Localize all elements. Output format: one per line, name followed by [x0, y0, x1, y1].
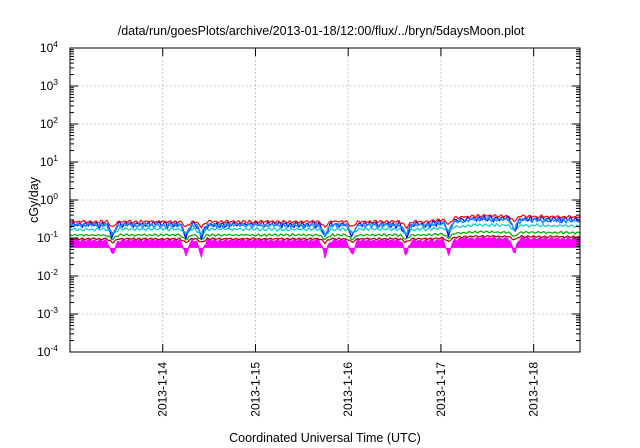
series-line [69, 213, 581, 229]
ticks-layer: 104 103 102 101 100 10-1 10-2 10-3 10-4 2013-1-14… [37, 39, 580, 417]
y-tick-label: 10-1 [37, 229, 58, 245]
x-tick-label: 2013-1-16 [341, 362, 355, 417]
series-line [69, 230, 581, 241]
x-tick-label: 2013-1-18 [527, 362, 541, 417]
x-tick-label: 2013-1-17 [434, 362, 448, 417]
y-axis-label: cGy/day [27, 176, 41, 223]
series-line [69, 234, 581, 245]
x-tick-label: 2013-1-14 [156, 362, 170, 417]
series-line [69, 216, 581, 237]
x-axis-label: Coordinated Universal Time (UTC) [229, 431, 421, 445]
y-tick-label: 10-3 [37, 305, 58, 321]
grid-layer [70, 48, 580, 352]
y-tick-label: 102 [40, 115, 58, 131]
y-tick-label: 101 [40, 153, 58, 169]
y-tick-label: 103 [40, 77, 58, 93]
y-tick-label: 104 [40, 39, 58, 55]
chart-title: /data/run/goesPlots/archive/2013-01-18/1… [118, 24, 525, 38]
series-line [69, 235, 581, 259]
x-tick-label: 2013-1-15 [248, 362, 262, 417]
y-tick-label: 10-4 [37, 343, 58, 359]
y-tick-label: 100 [40, 191, 58, 207]
y-tick-label: 10-2 [37, 267, 58, 283]
series-layer [69, 213, 581, 259]
